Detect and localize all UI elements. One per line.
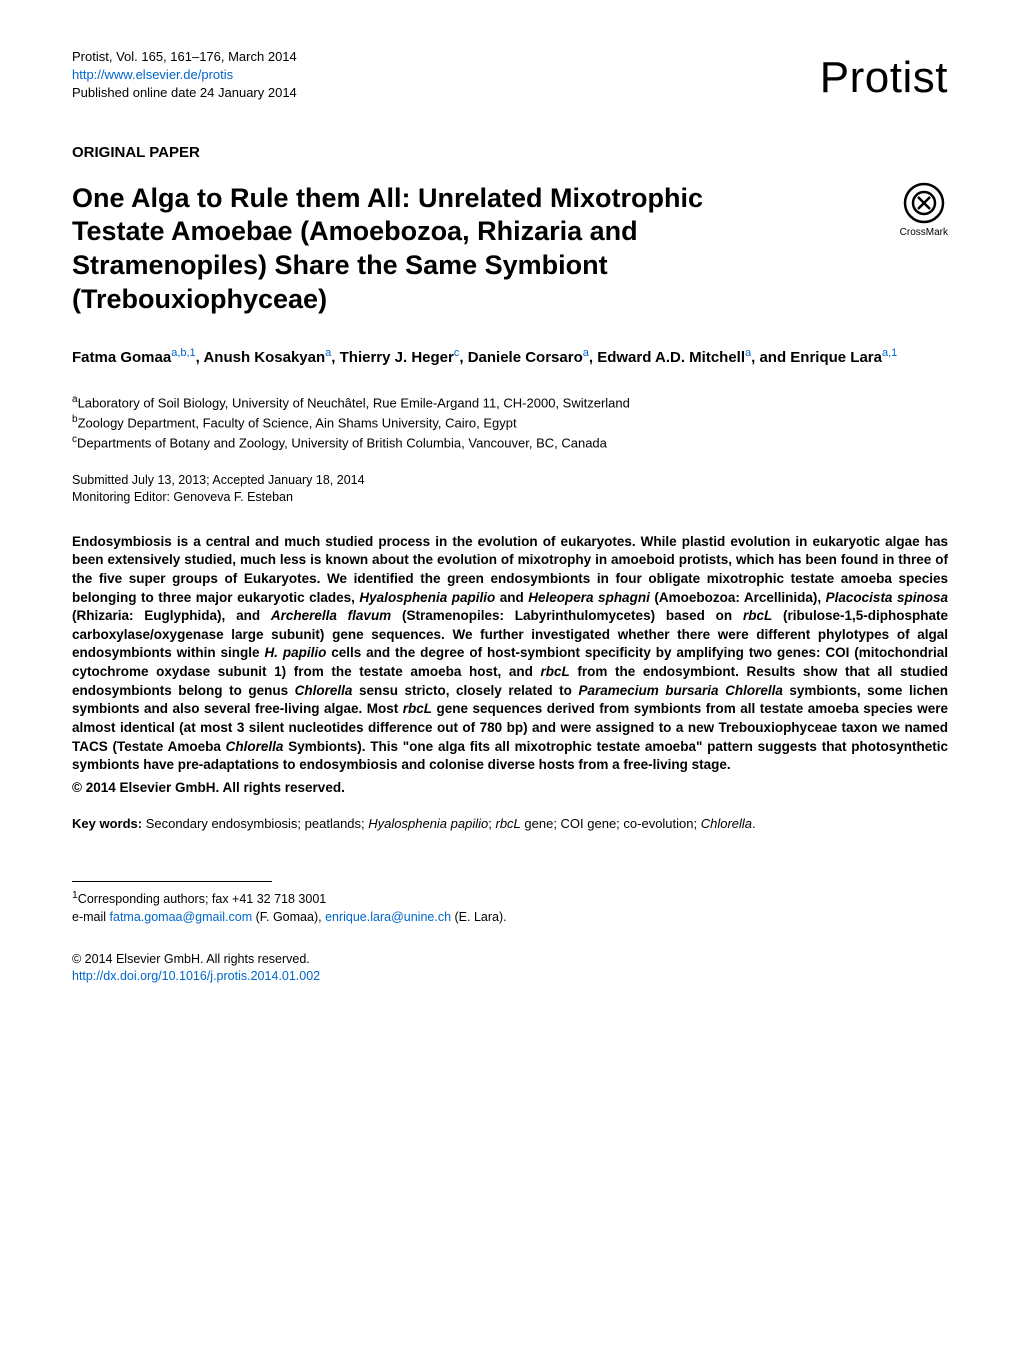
abstract-text: Endosymbiosis is a central and much stud…	[72, 533, 948, 775]
submission-dates: Submitted July 13, 2013; Accepted Januar…	[72, 472, 948, 507]
author-6: Enrique Laraa,1	[790, 349, 897, 366]
keywords-label: Key words:	[72, 816, 142, 831]
affiliation-c: cDepartments of Botany and Zoology, Univ…	[72, 433, 948, 453]
abstract-copyright: © 2014 Elsevier GmbH. All rights reserve…	[72, 779, 948, 797]
affiliation-b: bZoology Department, Faculty of Science,…	[72, 413, 948, 433]
title-row: One Alga to Rule them All: Unrelated Mix…	[72, 182, 948, 345]
footnote-divider	[72, 881, 272, 882]
journal-info-block: Protist, Vol. 165, 161–176, March 2014 h…	[72, 48, 297, 103]
keywords-block: Key words: Secondary endosymbiosis; peat…	[72, 815, 948, 833]
journal-logo: Protist	[820, 48, 948, 107]
author-5: Edward A.D. Mitchella	[597, 349, 751, 366]
submitted-accepted-line: Submitted July 13, 2013; Accepted Januar…	[72, 472, 948, 490]
page-footer: © 2014 Elsevier GmbH. All rights reserve…	[72, 951, 948, 986]
journal-citation: Protist, Vol. 165, 161–176, March 2014	[72, 48, 297, 66]
author-3: Thierry J. Hegerc	[340, 349, 460, 366]
crossmark-icon	[903, 182, 945, 224]
email-link-2[interactable]: enrique.lara@unine.ch	[325, 910, 451, 924]
author-list: Fatma Gomaaa,b,1, Anush Kosakyana, Thier…	[72, 345, 948, 370]
monitoring-editor-line: Monitoring Editor: Genoveva F. Esteban	[72, 489, 948, 507]
paper-title: One Alga to Rule them All: Unrelated Mix…	[72, 182, 792, 317]
page-header: Protist, Vol. 165, 161–176, March 2014 h…	[72, 48, 948, 107]
affiliation-a: aLaboratory of Soil Biology, University …	[72, 393, 948, 413]
author-2: Anush Kosakyana	[203, 349, 331, 366]
journal-url-link[interactable]: http://www.elsevier.de/protis	[72, 67, 233, 82]
crossmark-label: CrossMark	[900, 226, 948, 240]
author-4: Daniele Corsaroa	[468, 349, 589, 366]
email-link-1[interactable]: fatma.gomaa@gmail.com	[110, 910, 253, 924]
online-pub-date: Published online date 24 January 2014	[72, 84, 297, 102]
doi-link[interactable]: http://dx.doi.org/10.1016/j.protis.2014.…	[72, 969, 320, 983]
corresponding-author-footnote: 1Corresponding authors; fax +41 32 718 3…	[72, 888, 948, 926]
author-1: Fatma Gomaaa,b,1	[72, 349, 196, 366]
article-type-label: ORIGINAL PAPER	[72, 143, 948, 163]
footer-copyright: © 2014 Elsevier GmbH. All rights reserve…	[72, 951, 948, 969]
crossmark-badge[interactable]: CrossMark	[900, 182, 948, 240]
affiliations-block: aLaboratory of Soil Biology, University …	[72, 393, 948, 454]
